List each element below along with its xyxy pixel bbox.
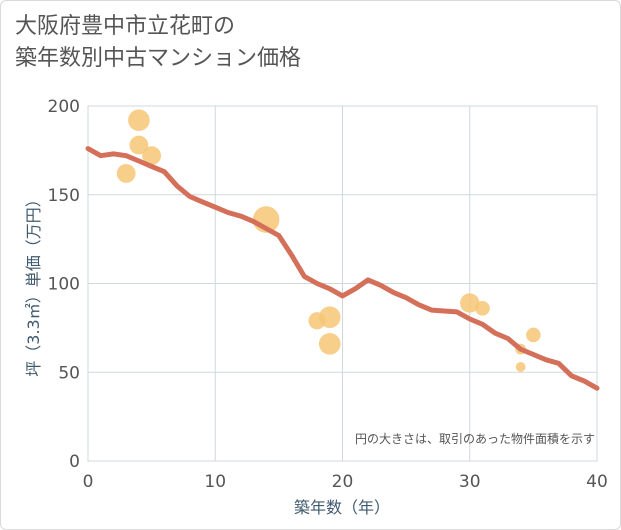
chart-title-line-2: 築年数別中古マンション価格 <box>15 46 302 71</box>
x-tick-label-10: 10 <box>204 472 226 492</box>
y-tick-label-0: 0 <box>69 452 80 472</box>
size-legend-note: 円の大きさは、取引のあった物件面積を示す <box>355 431 595 446</box>
x-tick-labels: 0 10 20 30 40 <box>83 472 608 492</box>
grid-lines <box>87 105 598 462</box>
trend-line <box>85 146 600 391</box>
y-tick-label-50: 50 <box>58 363 80 383</box>
trend-layer <box>85 146 600 391</box>
x-tick-label-40: 40 <box>586 472 608 492</box>
bubble-3 <box>142 146 162 166</box>
bubble-0 <box>116 164 136 183</box>
bubble-layer <box>116 109 541 372</box>
bubble-6 <box>318 306 341 329</box>
bubble-2 <box>129 135 149 155</box>
bubble-8 <box>460 293 480 313</box>
y-axis-label: 坪（3.3㎡）単価（万円） <box>24 191 43 376</box>
bubble-11 <box>515 362 526 372</box>
chart-title-line-1: 大阪府豊中市立花町の <box>15 14 236 39</box>
y-tick-label-150: 150 <box>48 186 80 206</box>
bubble-7 <box>318 333 341 355</box>
bubble-12 <box>526 327 541 343</box>
y-tick-label-100: 100 <box>48 275 80 295</box>
x-tick-label-0: 0 <box>83 472 94 492</box>
y-tick-label-200: 200 <box>48 97 80 117</box>
x-axis-label: 築年数（年） <box>294 498 390 517</box>
x-tick-label-30: 30 <box>459 472 481 492</box>
bubble-1 <box>128 109 150 131</box>
chart-title: 大阪府豊中市立花町の 築年数別中古マンション価格 <box>15 11 301 75</box>
y-tick-labels: 0 50 100 150 200 <box>48 97 80 472</box>
bubble-9 <box>475 301 490 316</box>
x-tick-label-20: 20 <box>332 472 354 492</box>
